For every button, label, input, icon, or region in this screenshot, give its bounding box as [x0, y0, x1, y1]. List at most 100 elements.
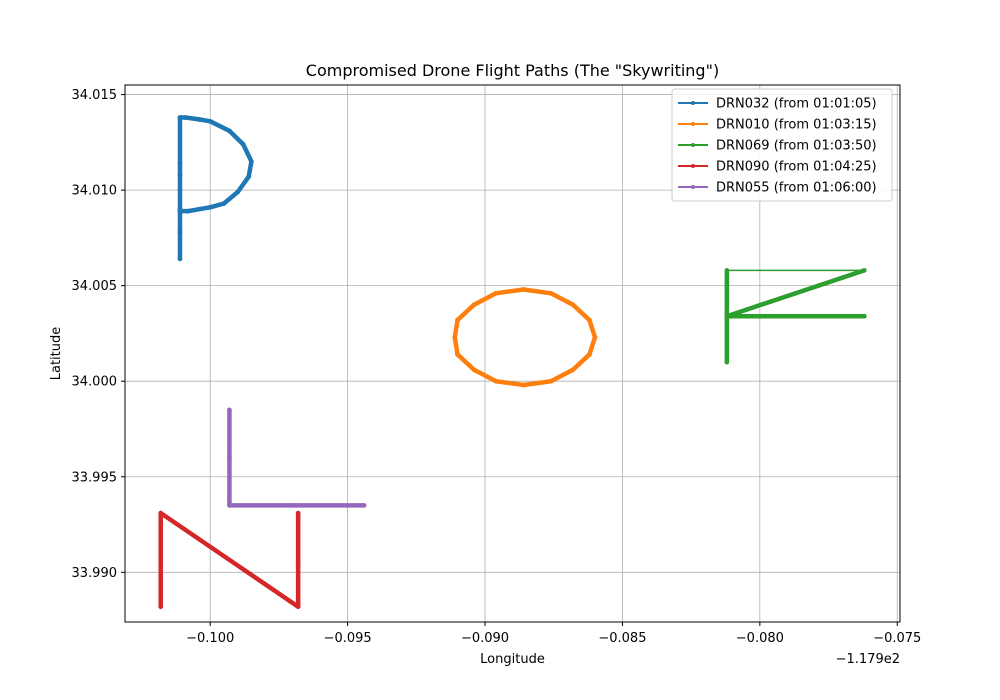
legend-item[interactable]: DRN055 (from 01:06:00) — [678, 181, 877, 196]
data-point — [295, 560, 301, 566]
data-point — [221, 201, 227, 206]
data-point — [521, 287, 526, 292]
data-point — [207, 205, 213, 210]
legend-label: DRN055 (from 01:06:00) — [716, 181, 877, 196]
x-tick-label: −0.075 — [873, 631, 921, 646]
series-segment — [570, 352, 592, 372]
data-point — [471, 367, 477, 373]
series-segment — [240, 141, 254, 164]
legend-item[interactable]: DRN032 (from 01:01:05) — [678, 97, 877, 112]
series-segment — [521, 378, 554, 388]
data-point — [177, 229, 183, 235]
chart-title: Compromised Drone Flight Paths (The "Sky… — [306, 61, 719, 80]
y-tick-label: 34.010 — [72, 184, 118, 199]
series-segment — [548, 367, 576, 384]
legend-marker — [691, 143, 695, 147]
series-segment — [587, 317, 598, 340]
y-tick-label: 34.015 — [72, 88, 118, 103]
series-segment — [455, 352, 477, 372]
data-point — [587, 352, 592, 357]
legend-label: DRN090 (from 01:04:25) — [716, 160, 877, 175]
series-segment — [246, 159, 254, 179]
data-point — [177, 208, 183, 214]
data-point — [861, 313, 867, 319]
legend-item[interactable]: DRN069 (from 01:03:50) — [678, 139, 877, 154]
series-segment — [227, 128, 246, 147]
series-segment — [570, 302, 592, 323]
data-point — [548, 291, 554, 296]
data-point — [227, 128, 232, 134]
data-point — [185, 208, 191, 214]
data-point — [207, 119, 213, 124]
data-point — [455, 352, 460, 357]
data-point — [227, 503, 232, 508]
data-point — [724, 359, 730, 365]
data-point — [548, 378, 554, 384]
data-point — [724, 313, 730, 319]
data-point — [227, 455, 232, 460]
data-point — [177, 187, 183, 193]
y-tick-label: 34.005 — [72, 279, 118, 294]
data-point — [177, 115, 183, 120]
series-segment — [452, 335, 460, 357]
plot-frame — [124, 84, 901, 623]
data-point — [861, 268, 867, 273]
data-point — [361, 503, 367, 508]
x-tick-label: −0.080 — [736, 631, 784, 646]
grid — [125, 85, 900, 622]
series-segment — [158, 510, 301, 609]
series-segment — [493, 287, 526, 296]
series-o-path — [452, 287, 598, 388]
x-tick-label: −0.085 — [598, 631, 646, 646]
data-point — [196, 117, 202, 122]
data-point — [592, 334, 598, 340]
data-point — [570, 302, 576, 308]
data-point — [587, 317, 592, 323]
legend-label: DRN010 (from 01:03:15) — [716, 118, 877, 133]
series-segment — [471, 367, 499, 384]
data-point — [493, 378, 499, 384]
series-segment — [521, 287, 554, 296]
series-segment — [724, 268, 867, 319]
data-point — [521, 382, 526, 388]
data-point — [724, 268, 730, 273]
series-n-path — [158, 510, 301, 610]
x-tick-label: −0.095 — [324, 631, 372, 646]
legend[interactable]: DRN032 (from 01:01:05) DRN010 (from 01:03… — [671, 88, 893, 202]
data-point — [295, 510, 301, 516]
y-axis: 33.990 33.995 34.000 34.005 34.010 34.015 — [72, 88, 125, 581]
data-point — [158, 560, 164, 566]
y-axis-label: Latitude — [49, 327, 64, 381]
data-point — [471, 302, 477, 308]
data-point — [177, 256, 183, 262]
data-point — [455, 317, 460, 323]
y-tick-label: 33.990 — [72, 566, 118, 581]
series-segment — [235, 174, 251, 195]
y-tick-label: 33.995 — [72, 470, 118, 485]
legend-item[interactable]: DRN090 (from 01:04:25) — [678, 160, 877, 175]
data-point — [177, 172, 183, 178]
series-segment — [207, 201, 227, 210]
data-point — [452, 334, 458, 340]
x-tick-label: −0.090 — [461, 631, 509, 646]
series-segment — [221, 189, 240, 206]
y-tick-label: 34.000 — [72, 375, 118, 390]
legend-marker — [691, 164, 695, 168]
data-point — [246, 174, 251, 180]
data-point — [295, 604, 301, 610]
data-point — [240, 141, 246, 147]
x-axis: −0.100 −0.095 −0.090 −0.085 −0.080 −0.075 — [186, 622, 921, 646]
series-segment — [183, 115, 202, 122]
legend-item[interactable]: DRN010 (from 01:03:15) — [678, 118, 877, 133]
data-point — [290, 503, 295, 508]
data-point — [235, 189, 240, 195]
legend-label: DRN032 (from 01:01:05) — [716, 97, 877, 112]
legend-box — [671, 88, 893, 202]
data-point — [158, 510, 164, 516]
data-point — [196, 206, 202, 212]
series-segment — [455, 302, 477, 323]
x-tick-label: −0.100 — [186, 631, 234, 646]
series-p-path — [177, 115, 254, 262]
data-point — [177, 161, 183, 166]
series-segment — [493, 378, 526, 388]
